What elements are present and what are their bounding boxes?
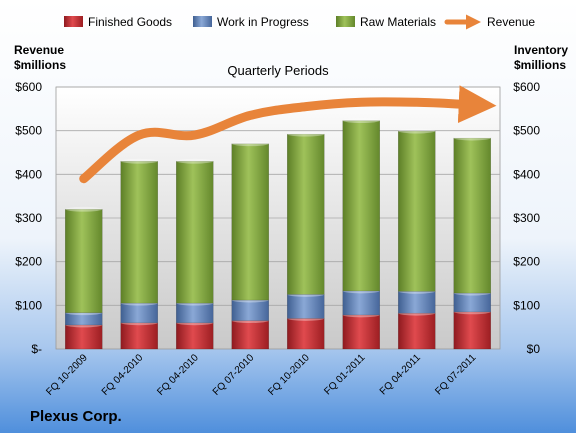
- bar-finished-goods: [176, 322, 214, 350]
- bar-raw-materials: [453, 137, 491, 294]
- left-tick-label: $500: [15, 124, 42, 138]
- bar-raw-materials: [120, 160, 158, 304]
- right-tick-label: $300: [513, 211, 540, 225]
- bar-finished-goods: [398, 312, 436, 350]
- bar-work-in-progress: [287, 294, 325, 319]
- bar-raw-materials: [231, 143, 269, 301]
- bar-top-highlight: [176, 158, 214, 164]
- bar-work-in-progress: [120, 302, 158, 324]
- bar-work-in-progress: [342, 290, 380, 316]
- legend-label-revenue: Revenue: [487, 15, 535, 29]
- left-tick-label: $-: [31, 342, 42, 356]
- left-tick-label: $600: [15, 80, 42, 94]
- bar-finished-goods: [231, 320, 269, 350]
- right-tick-label: $100: [513, 298, 540, 312]
- left-axis-title-line2: $millions: [14, 58, 66, 72]
- bars: [65, 118, 491, 350]
- legend-swatch-finished-goods: [64, 16, 83, 27]
- bar-top-highlight: [120, 158, 158, 164]
- bar-top-highlight: [453, 135, 491, 141]
- bar-work-in-progress: [231, 299, 269, 321]
- legend-label-finished-goods: Finished Goods: [88, 15, 172, 29]
- bar-top-highlight: [287, 131, 325, 137]
- bar-finished-goods: [120, 322, 158, 350]
- bar-finished-goods: [65, 324, 103, 350]
- left-tick-label: $400: [15, 167, 42, 181]
- bar-finished-goods: [453, 311, 491, 350]
- left-tick-label: $200: [15, 255, 42, 269]
- right-tick-label: $400: [513, 167, 540, 181]
- bar-raw-materials: [342, 120, 380, 292]
- legend-swatch-raw-materials: [336, 16, 355, 27]
- left-tick-label: $300: [15, 211, 42, 225]
- bar-work-in-progress: [398, 291, 436, 314]
- legend-label-work-in-progress: Work in Progress: [217, 15, 309, 29]
- bar-top-highlight: [65, 206, 103, 212]
- right-tick-label: $0: [527, 342, 541, 356]
- right-tick-label: $500: [513, 124, 540, 138]
- right-tick-label: $200: [513, 255, 540, 269]
- bar-raw-materials: [398, 130, 436, 292]
- right-axis-title-line1: Inventory: [514, 43, 568, 57]
- bar-work-in-progress: [453, 292, 491, 313]
- bar-top-highlight: [342, 118, 380, 124]
- legend: Finished Goods Work in Progress Raw Mate…: [64, 14, 535, 30]
- left-tick-label: $100: [15, 298, 42, 312]
- bar-raw-materials: [287, 133, 325, 295]
- chart-title: Quarterly Periods: [227, 63, 329, 78]
- right-tick-label: $600: [513, 80, 540, 94]
- left-axis-title-line1: Revenue: [14, 43, 64, 57]
- bar-raw-materials: [65, 209, 103, 314]
- legend-label-raw-materials: Raw Materials: [360, 15, 436, 29]
- axis-ticks: $- $0 $100 $100 $200 $200 $300 $300 $400 $400 $500…: [15, 80, 540, 356]
- bar-finished-goods: [287, 318, 325, 350]
- revenue-series: [79, 85, 497, 184]
- revenue-line: [79, 85, 497, 184]
- legend-swatch-work-in-progress: [193, 16, 212, 27]
- bar-raw-materials: [176, 160, 214, 304]
- bar-top-highlight: [231, 141, 269, 147]
- company-name: Plexus Corp.: [30, 408, 122, 425]
- right-axis-title-line2: $millions: [514, 58, 566, 72]
- bar-work-in-progress: [176, 302, 214, 324]
- bar-finished-goods: [342, 314, 380, 350]
- bar-top-highlight: [398, 128, 436, 134]
